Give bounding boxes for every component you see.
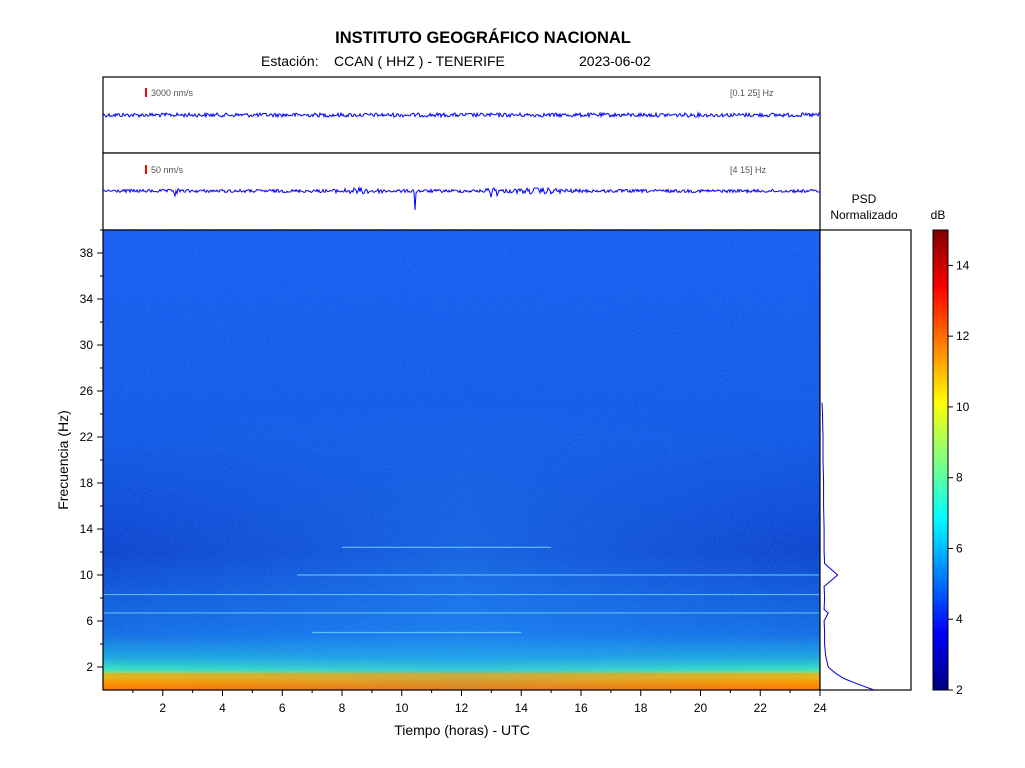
trace-band-label: [0.1 25] Hz [730, 88, 774, 98]
x-axis-ticks: 2 4 6 8 10 12 14 16 18 20 22 24 [132, 690, 827, 715]
x-tick-label: 4 [219, 701, 226, 715]
colorbar-tick-label: 12 [956, 329, 970, 343]
colorbar-gradient [932, 229, 949, 691]
x-axis-label: Tiempo (horas) - UTC [394, 722, 530, 738]
colorbar-ticks: 2 4 6 8 10 12 14 [948, 258, 970, 697]
low-frequency-band [103, 672, 820, 690]
x-tick-label: 6 [279, 701, 286, 715]
trace-panel-broadband: 3000 nm/s [0.1 25] Hz [102, 76, 821, 154]
psd-curve [821, 402, 875, 691]
y-axis-label: Frecuencia (Hz) [55, 410, 71, 510]
spectrogram-plot: 2 4 6 8 10 12 14 16 18 20 22 24 261014182226303438 … [55, 229, 827, 738]
colorbar-tick-label: 10 [956, 400, 970, 414]
y-tick-label: 6 [86, 614, 93, 628]
scale-marker [145, 165, 147, 174]
trace-scale-label: 50 nm/s [151, 165, 184, 175]
x-tick-label: 12 [455, 701, 469, 715]
station-name: CCAN ( HHZ ) - TENERIFE [334, 53, 505, 69]
scale-marker [145, 88, 147, 97]
y-tick-label: 2 [86, 660, 93, 674]
trace-scale-label: 3000 nm/s [151, 88, 194, 98]
y-tick-label: 22 [80, 430, 94, 444]
spectrogram-daytime-noise [103, 400, 820, 690]
colorbar-tick-label: 6 [956, 541, 963, 555]
y-tick-label: 14 [80, 522, 94, 536]
trace-panel-filtered: 50 nm/s [4 15] Hz [102, 152, 821, 231]
station-date: 2023-06-02 [579, 53, 651, 69]
station-prefix: Estación: [261, 53, 319, 69]
x-tick-label: 14 [515, 701, 529, 715]
colorbar-tick-label: 14 [956, 258, 970, 272]
trace-waveform [102, 185, 821, 211]
y-tick-label: 26 [80, 384, 94, 398]
colorbar-tick-label: 2 [956, 683, 963, 697]
psd-panel: PSD Normalizado [819, 192, 912, 691]
figure-title: INSTITUTO GEOGRÁFICO NACIONAL [335, 28, 631, 47]
x-tick-label: 10 [395, 701, 409, 715]
trace-band-label: [4 15] Hz [730, 165, 767, 175]
psd-frame [819, 229, 912, 691]
psd-label: PSD [852, 192, 877, 206]
colorbar: dB 2 4 6 8 10 12 14 [931, 208, 970, 697]
x-tick-label: 24 [813, 701, 827, 715]
x-tick-label: 2 [159, 701, 166, 715]
x-tick-label: 22 [754, 701, 768, 715]
x-tick-label: 20 [694, 701, 708, 715]
psd-normalized-label: Normalizado [830, 208, 898, 222]
spectral-lines-group [103, 546, 820, 690]
trace-waveform [102, 111, 821, 119]
y-tick-label: 34 [80, 292, 94, 306]
x-tick-label: 8 [339, 701, 346, 715]
y-tick-label: 30 [80, 338, 94, 352]
y-tick-label: 10 [80, 568, 94, 582]
x-tick-label: 16 [574, 701, 588, 715]
colorbar-tick-label: 4 [956, 612, 963, 626]
y-tick-label: 18 [80, 476, 94, 490]
colorbar-unit: dB [931, 208, 946, 222]
trace-panel-frame [102, 152, 821, 231]
x-tick-label: 18 [634, 701, 648, 715]
colorbar-tick-label: 8 [956, 471, 963, 485]
y-tick-label: 38 [80, 246, 94, 260]
